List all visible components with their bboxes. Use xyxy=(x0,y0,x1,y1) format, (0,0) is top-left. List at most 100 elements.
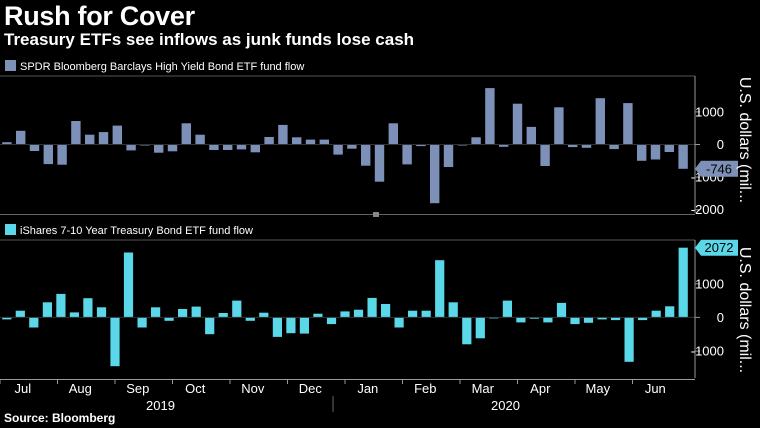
bar-junk xyxy=(650,144,661,160)
bar-junk xyxy=(512,103,523,145)
bar-treasury xyxy=(340,311,350,318)
x-tick-label: Apr xyxy=(530,381,551,396)
bar-treasury xyxy=(151,307,161,318)
bar-treasury xyxy=(435,260,445,318)
bar-junk xyxy=(416,144,426,147)
bar-treasury xyxy=(164,317,174,321)
bar-junk xyxy=(305,139,316,145)
x-tick-label: Sep xyxy=(126,381,149,396)
x-tick-label: Feb xyxy=(414,381,436,396)
bar-junk xyxy=(236,144,247,150)
y-tick-label: -1000 xyxy=(691,344,724,359)
bar-junk xyxy=(167,144,178,152)
bar-junk xyxy=(581,144,592,148)
bar-junk xyxy=(16,130,26,145)
bar-junk xyxy=(554,107,564,145)
bar-junk xyxy=(181,123,191,145)
bar-treasury xyxy=(448,302,458,318)
bar-junk xyxy=(333,144,343,155)
last-value-flag-bg xyxy=(695,239,738,256)
bar-treasury xyxy=(56,293,66,318)
panel-junk-fund: SPDR Bloomberg Barclays High Yield Bond … xyxy=(0,60,753,217)
bar-junk xyxy=(388,123,398,145)
bar-treasury xyxy=(29,317,39,328)
panel-treasury-fund: iShares 7-10 Year Treasury Bond ETF fund… xyxy=(0,224,753,378)
bar-junk xyxy=(264,137,274,145)
last-value-label: 2072 xyxy=(705,240,734,255)
bar-treasury xyxy=(597,317,607,320)
bar-treasury xyxy=(516,317,526,323)
bar-treasury xyxy=(583,317,594,323)
bar-junk xyxy=(637,144,647,161)
bar-junk xyxy=(278,124,288,145)
bar-treasury xyxy=(110,317,120,367)
x-tick-label: Jan xyxy=(357,381,378,396)
bar-junk xyxy=(43,144,53,165)
legend-label-junk: SPDR Bloomberg Barclays High Yield Bond … xyxy=(20,61,304,73)
bar-treasury xyxy=(286,317,296,334)
x-year-label: 2019 xyxy=(146,398,175,413)
bar-treasury xyxy=(462,317,472,345)
bar-junk xyxy=(250,144,260,153)
bar-treasury xyxy=(353,309,364,318)
bar-treasury xyxy=(178,309,188,318)
bar-junk xyxy=(29,144,40,151)
bar-junk xyxy=(443,144,454,167)
bar-junk xyxy=(609,144,619,150)
last-value-flag-treasury: 2072 xyxy=(695,239,738,256)
bar-treasury xyxy=(475,317,485,339)
bar-treasury xyxy=(218,313,228,318)
bar-junk xyxy=(112,125,122,145)
chart-title: Rush for Cover xyxy=(4,1,195,31)
bar-treasury xyxy=(624,317,634,362)
y-tick-label: 1000 xyxy=(695,104,724,119)
bar-treasury xyxy=(205,317,215,335)
bar-treasury xyxy=(543,317,553,323)
bar-treasury xyxy=(529,317,539,319)
bar-junk xyxy=(430,144,440,204)
bar-junk xyxy=(85,134,95,145)
legend-swatch-junk xyxy=(5,60,16,71)
bar-junk xyxy=(223,144,233,150)
bar-treasury xyxy=(137,317,147,328)
bar-junk xyxy=(485,88,495,145)
y-tick-label: 1000 xyxy=(695,276,724,291)
bar-treasury xyxy=(69,312,79,318)
bar-junk xyxy=(595,98,605,145)
bar-treasury xyxy=(259,312,269,318)
x-tick-label: Aug xyxy=(69,381,92,396)
bar-junk xyxy=(678,144,688,169)
chart-subtitle: Treasury ETFs see inflows as junk funds … xyxy=(4,30,415,49)
bar-treasury xyxy=(326,317,337,325)
bar-junk xyxy=(154,144,164,153)
last-value-label: -746 xyxy=(706,161,732,176)
bar-treasury xyxy=(96,307,107,318)
bar-junk xyxy=(292,137,302,145)
x-tick-label: Dec xyxy=(299,381,323,396)
y-ticks-treasury: 1000 0 -1000 2072 xyxy=(691,239,738,359)
y-tick-label: 0 xyxy=(717,310,724,325)
bar-treasury xyxy=(15,310,25,318)
bar-treasury xyxy=(678,247,688,318)
bar-junk xyxy=(2,142,12,145)
bar-junk xyxy=(319,139,329,145)
bar-treasury xyxy=(232,300,242,318)
panel-resize-handle[interactable] xyxy=(373,212,379,217)
y-tick-label: -2000 xyxy=(691,202,724,217)
last-value-flag-bg xyxy=(695,160,738,177)
bar-junk xyxy=(568,144,578,148)
bar-treasury xyxy=(381,304,391,318)
bar-treasury xyxy=(245,317,255,321)
last-value-flag-junk: -746 xyxy=(695,160,738,177)
bar-treasury xyxy=(394,317,404,328)
x-axis: Jul Aug Sep Oct Nov Dec Jan Feb Mar Apr May Jun 2019… xyxy=(0,379,666,413)
bar-treasury xyxy=(665,306,675,318)
bars-junk-fund xyxy=(0,88,695,204)
bar-treasury xyxy=(272,317,282,337)
bar-treasury xyxy=(421,310,431,318)
bar-junk xyxy=(57,144,67,165)
y-axis-label-treasury: U.S. dollars (mil... xyxy=(736,247,753,373)
x-tick-label: Jul xyxy=(14,381,31,396)
x-tick-label: Jun xyxy=(645,381,666,396)
